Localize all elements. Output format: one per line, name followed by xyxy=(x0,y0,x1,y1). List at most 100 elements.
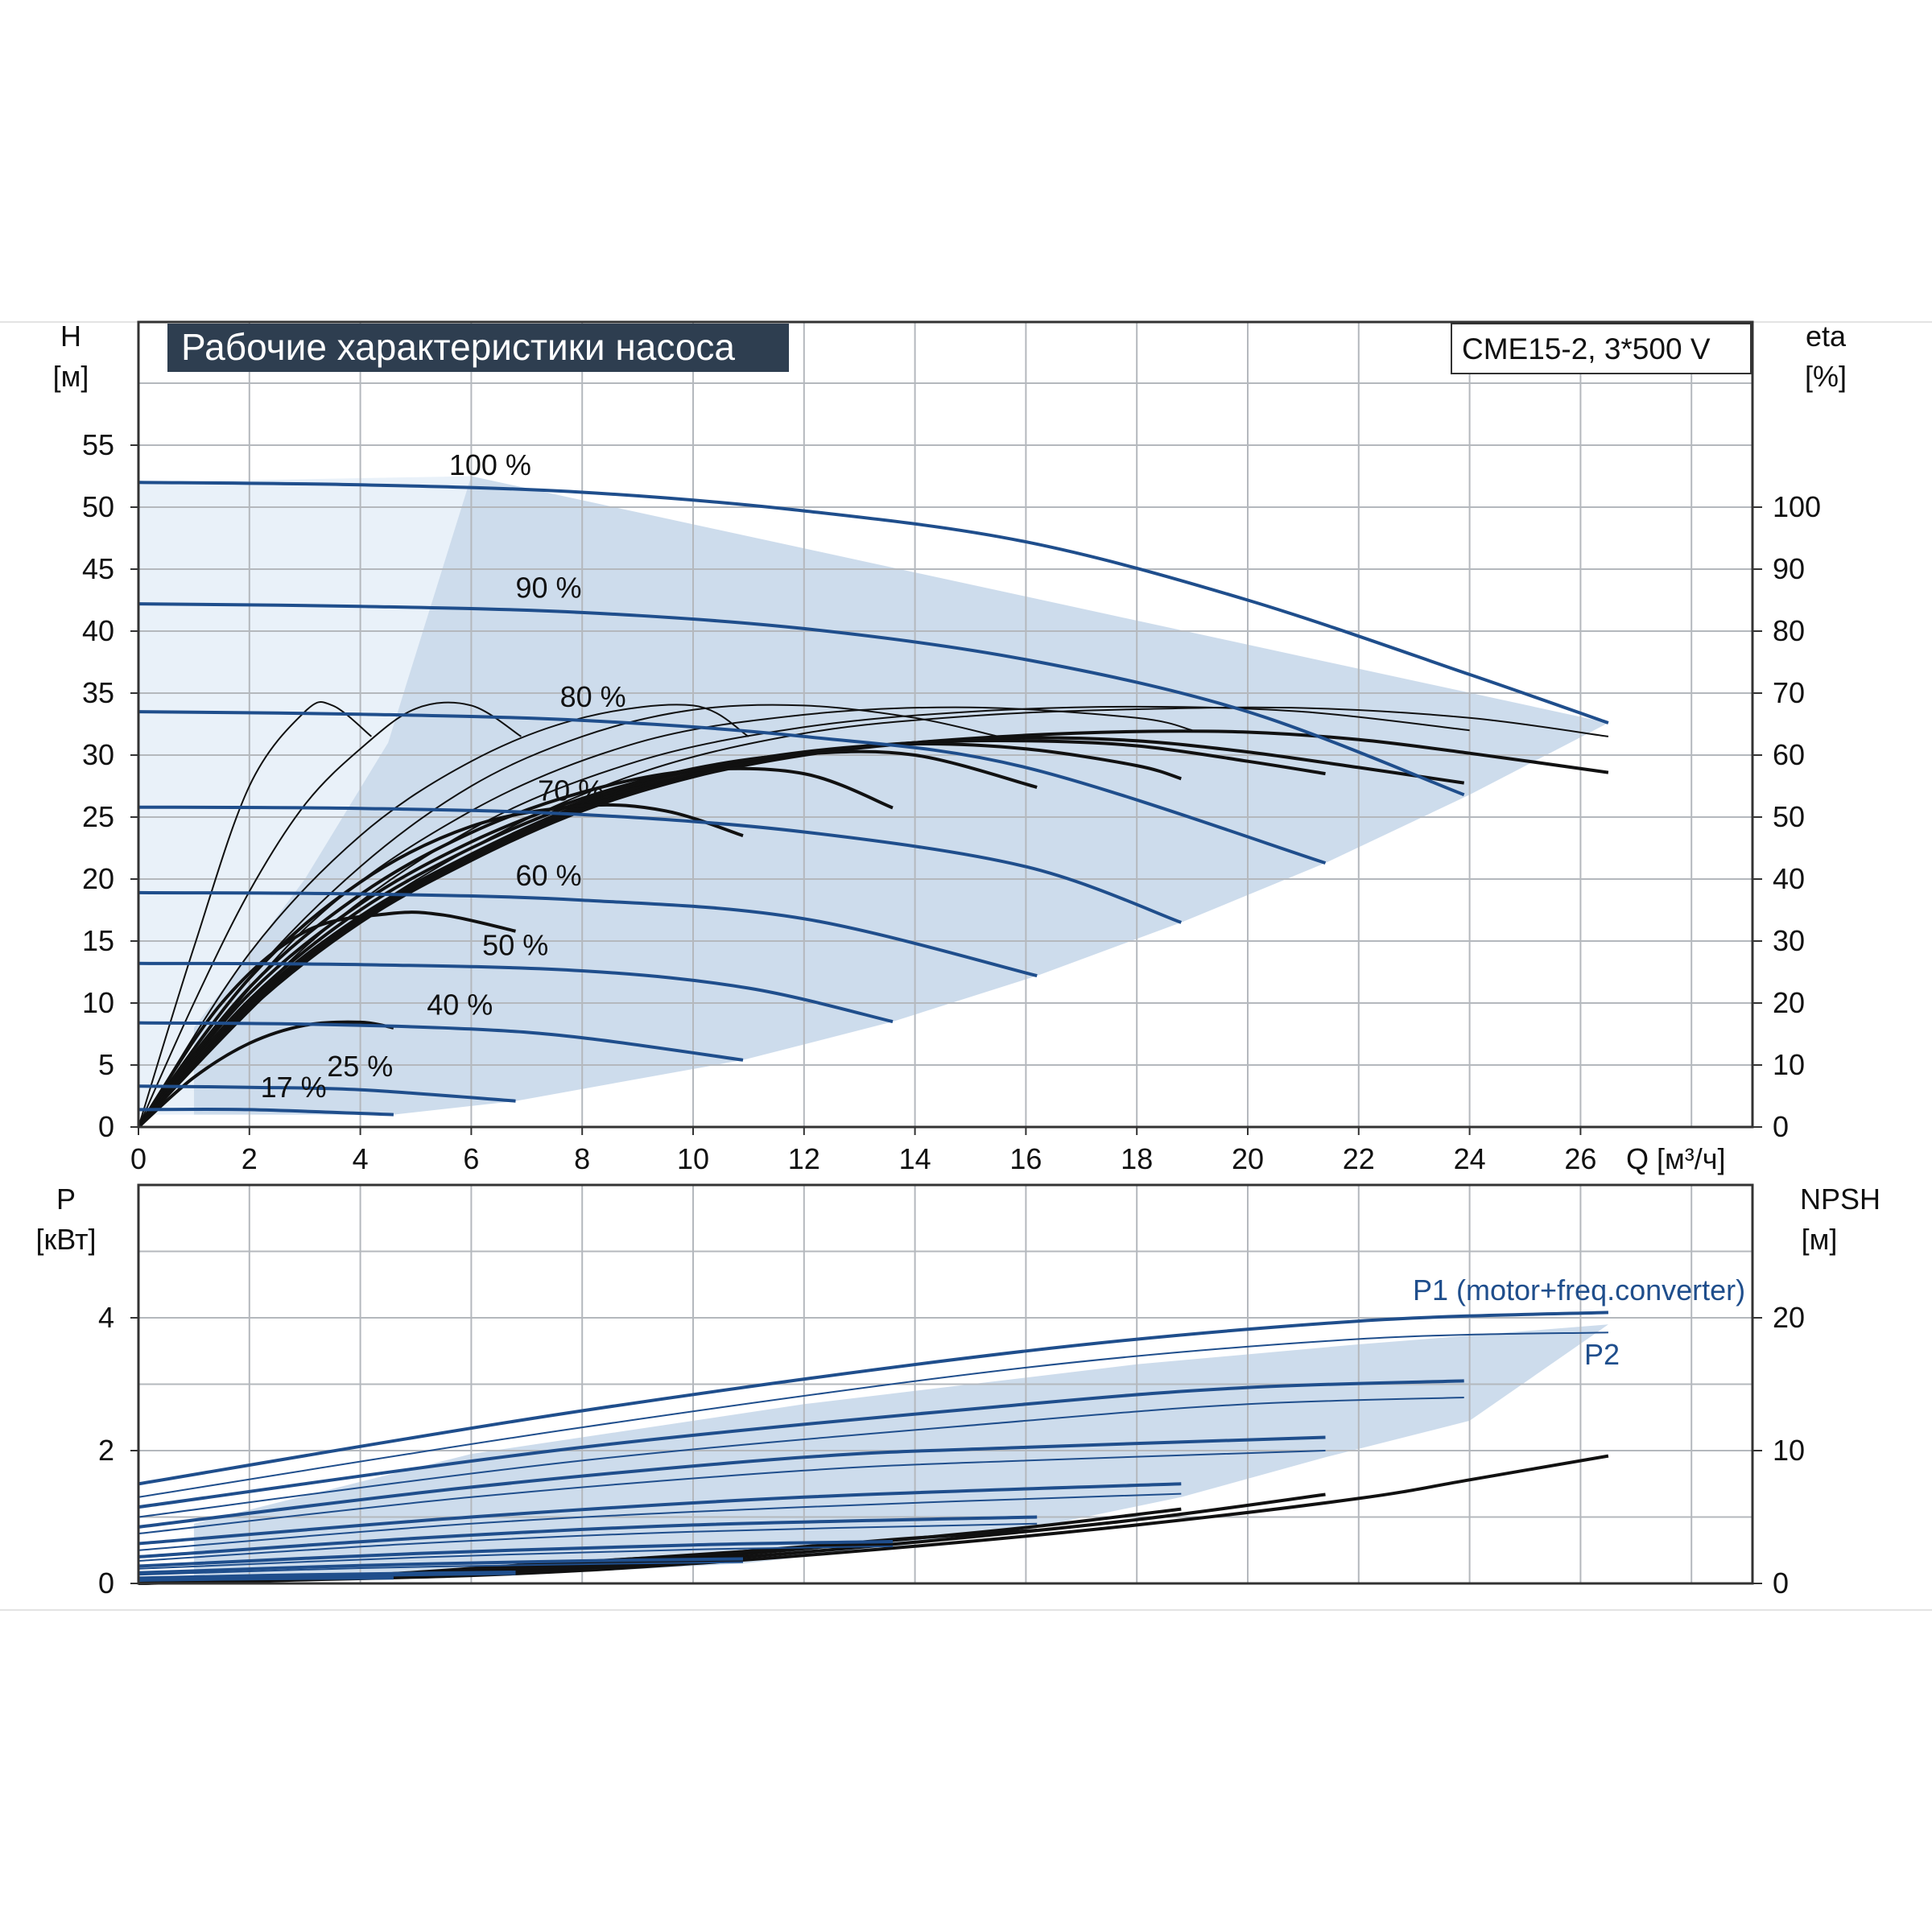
power-axis-label: P xyxy=(56,1183,76,1216)
p1-curve xyxy=(138,1515,1038,1558)
operating-area-left xyxy=(138,476,472,1115)
x-tick-label: 14 xyxy=(899,1142,931,1175)
x-tick-label: 22 xyxy=(1343,1142,1375,1175)
head-curve xyxy=(138,481,1609,724)
y-left-tick-labels: 0 5 10 15 20 25 30 35 40 45 50 55 xyxy=(82,428,138,1143)
p1-curve xyxy=(138,1557,744,1575)
p1-curve-label: P1 (motor+freq.converter) xyxy=(1413,1274,1745,1307)
y-tick-label: 5 xyxy=(98,1048,114,1081)
x-tick-label: 8 xyxy=(574,1142,590,1175)
power-npsh-chart: 0 2 4 0 10 20 P [кВт] NPSH [м] P1 (motor+fre… xyxy=(35,1183,1880,1600)
head-curve xyxy=(138,1021,744,1062)
p1-curve xyxy=(138,1575,394,1582)
efficiency-curves xyxy=(137,701,1609,1129)
y2-tick-label: 0 xyxy=(1773,1110,1789,1143)
y2-tick-label: 80 xyxy=(1773,614,1805,647)
y2-tick-label: 40 xyxy=(1773,862,1805,895)
head-curve xyxy=(138,710,1327,865)
y2-tick-label: 60 xyxy=(1773,738,1805,771)
speed-label: 60 % xyxy=(516,859,582,892)
x-tick-label: 0 xyxy=(130,1142,147,1175)
p2-curve xyxy=(138,1492,1182,1551)
y-tick-label: 35 xyxy=(82,676,114,709)
p2-curve xyxy=(138,1331,1608,1498)
y-tick-label: 55 xyxy=(82,428,114,461)
y-tick-label: 45 xyxy=(82,552,114,585)
y2-tick-label: 90 xyxy=(1773,552,1805,585)
p2-curve xyxy=(138,1522,1038,1562)
power-curves xyxy=(138,1311,1608,1582)
y-right-axis-label: eta xyxy=(1806,320,1847,353)
npsh-axis-label: NPSH xyxy=(1800,1183,1880,1216)
head-efficiency-chart: 0 2 4 6 8 10 12 14 16 18 20 22 24 26 0510152025303540… xyxy=(53,320,1847,1175)
head-curve xyxy=(138,1107,394,1117)
efficiency-curve xyxy=(137,910,516,1129)
p2-curve xyxy=(138,1397,1464,1518)
efficiency-curve xyxy=(138,704,749,1128)
npsh-tick-label: 20 xyxy=(1773,1301,1805,1334)
top-operating-areas xyxy=(138,476,1608,1115)
x-tick-label: 26 xyxy=(1564,1142,1596,1175)
speed-labels: 100 % 90 % 80 % 70 % 60 % 50 % 40 % 25 %17 % xyxy=(261,448,626,1104)
operating-area-main xyxy=(193,476,1608,1115)
x-tick-label: 24 xyxy=(1454,1142,1486,1175)
speed-label: 50 % xyxy=(482,928,548,961)
y-left-axis-unit: [м] xyxy=(53,360,89,393)
model-label-box: CME15-2, 3*500 V xyxy=(1451,323,1752,374)
x-axis-label: Q [м³/ч] xyxy=(1626,1142,1726,1175)
y-tick-label: 20 xyxy=(82,862,114,895)
head-curve xyxy=(138,805,1182,924)
efficiency-curve xyxy=(138,706,1609,1128)
speed-label: 17 % xyxy=(261,1071,327,1104)
x-tick-label: 2 xyxy=(242,1142,258,1175)
npsh-tick-labels: 0 10 20 xyxy=(1752,1301,1805,1600)
speed-label: 90 % xyxy=(516,572,582,605)
y-right-tick-labels: 0 10 20 30 40 50 60 70 80 90 100 xyxy=(1752,490,1821,1143)
power-tick-label: 0 xyxy=(98,1567,114,1600)
npsh-axis-unit: [м] xyxy=(1802,1223,1838,1256)
speed-label: 100 % xyxy=(449,448,531,481)
speed-label: 40 % xyxy=(427,989,493,1022)
y-tick-label: 40 xyxy=(82,614,114,647)
x-tick-label: 20 xyxy=(1232,1142,1264,1175)
p2-curve xyxy=(138,1561,744,1576)
head-curve xyxy=(138,890,1038,978)
efficiency-curve xyxy=(138,701,373,1128)
p1-curve xyxy=(138,1435,1326,1529)
x-tick-label: 12 xyxy=(788,1142,820,1175)
chart-title: Рабочие характеристики насоса xyxy=(181,326,735,368)
head-curve xyxy=(138,602,1465,797)
efficiency-curve xyxy=(137,766,894,1129)
efficiency-curve xyxy=(137,749,1038,1129)
head-curve xyxy=(138,1084,516,1103)
p1-curve xyxy=(138,1482,1182,1546)
p1-curve xyxy=(138,1571,516,1580)
p2-curve-label: P2 xyxy=(1584,1338,1620,1371)
y-tick-label: 25 xyxy=(82,800,114,833)
y2-tick-label: 10 xyxy=(1773,1048,1805,1081)
head-curve xyxy=(138,961,894,1024)
x-tick-label: 4 xyxy=(353,1142,369,1175)
power-tick-labels: 0 2 4 xyxy=(98,1301,138,1600)
p1-curve xyxy=(138,1311,1608,1486)
model-label: CME15-2, 3*500 V xyxy=(1462,332,1711,365)
y-tick-label: 15 xyxy=(82,924,114,957)
y2-tick-label: 30 xyxy=(1773,924,1805,957)
p1-curve xyxy=(138,1540,894,1568)
p2-curve xyxy=(138,1545,894,1570)
bottom-grid xyxy=(138,1185,1752,1583)
y-right-axis-unit: [%] xyxy=(1805,360,1847,393)
npsh-tick-label: 10 xyxy=(1773,1434,1805,1467)
efficiency-curve xyxy=(138,701,522,1128)
power-tick-label: 2 xyxy=(98,1434,114,1467)
x-tick-labels: 0 2 4 6 8 10 12 14 16 18 20 22 24 26 xyxy=(130,1127,1596,1175)
chart-title-box: Рабочие характеристики насоса xyxy=(167,324,789,372)
efficiency-curve xyxy=(138,705,1470,1128)
y2-tick-label: 100 xyxy=(1773,490,1821,523)
speed-label: 80 % xyxy=(560,680,626,713)
y-left-axis-label: H xyxy=(60,320,81,353)
x-tick-label: 18 xyxy=(1121,1142,1153,1175)
power-axis-unit: [кВт] xyxy=(35,1223,96,1256)
npsh-tick-label: 0 xyxy=(1773,1567,1789,1600)
bottom-plot-frame xyxy=(137,1183,1754,1585)
